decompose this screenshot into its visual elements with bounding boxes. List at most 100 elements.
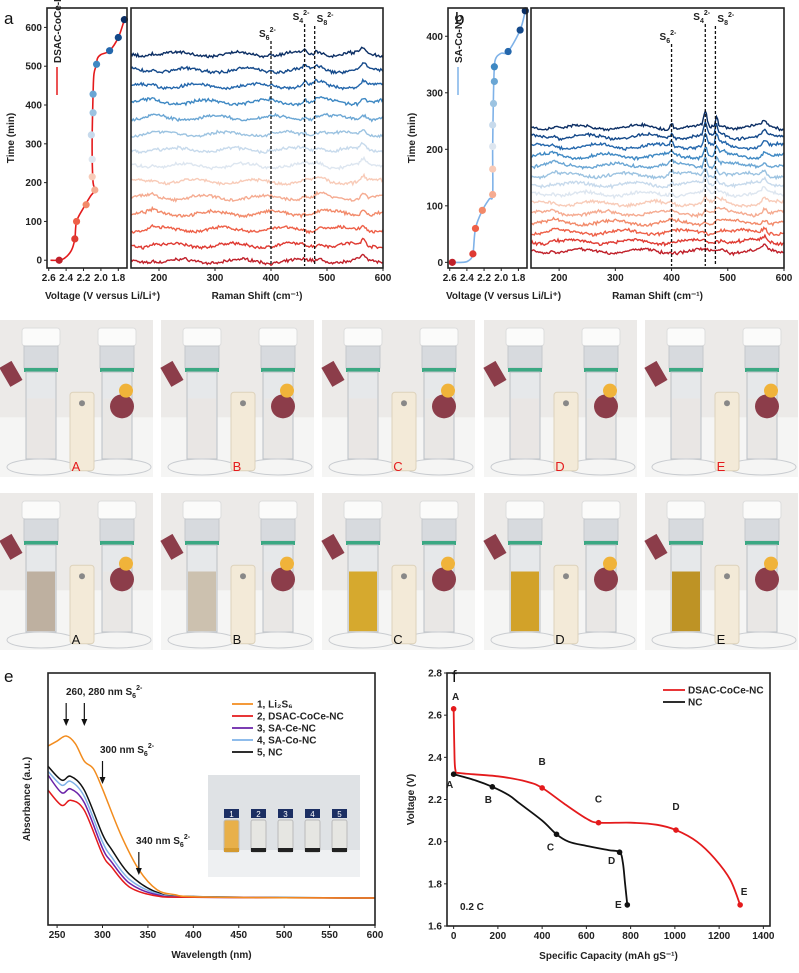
x-axis-label: Raman Shift (cm⁻¹) xyxy=(612,291,703,302)
photo-c-E: E xyxy=(644,320,798,477)
x-tick-label: 600 xyxy=(578,931,595,942)
x-tick-label: 500 xyxy=(319,273,336,284)
point-label: C xyxy=(595,795,602,806)
cell-seal xyxy=(24,368,58,372)
side-stopper xyxy=(160,360,184,387)
point-marker xyxy=(624,902,631,908)
plot-frame-f xyxy=(446,672,771,927)
cell-cap xyxy=(742,500,782,520)
cell-cap xyxy=(21,327,61,347)
annotation-sup: 2- xyxy=(136,685,143,692)
point-marker xyxy=(450,771,457,777)
holder-hole xyxy=(240,400,246,407)
raman-spectrum xyxy=(530,109,785,132)
point-label: A xyxy=(452,692,459,703)
cell-thread xyxy=(99,345,135,369)
data-point xyxy=(87,131,95,139)
panel-label-e: e xyxy=(4,667,13,686)
cell-cap xyxy=(742,327,782,347)
vial-number: 3 xyxy=(283,810,288,819)
x-tick-label: 400 xyxy=(663,273,680,284)
y-tick-label: 400 xyxy=(25,101,42,112)
raman-spectrum xyxy=(130,95,384,108)
side-stopper xyxy=(0,533,23,560)
data-point xyxy=(489,99,498,108)
data-point xyxy=(89,109,97,117)
x-tick-label: 2.2 xyxy=(477,273,491,284)
side-stopper xyxy=(483,533,507,560)
x-tick-label: 200 xyxy=(551,273,568,284)
peak-label: S82- xyxy=(717,12,734,27)
yellow-tip xyxy=(764,383,778,398)
y-tick-label: 2.6 xyxy=(428,711,442,722)
inset-bench xyxy=(208,850,360,877)
voltage-plot-frame xyxy=(447,7,528,269)
cell-seal xyxy=(261,368,295,372)
cell-thread xyxy=(583,518,619,542)
point-marker xyxy=(539,785,545,791)
cell-thread xyxy=(668,518,704,542)
data-point xyxy=(82,201,90,209)
panel-label-b: b xyxy=(455,9,464,28)
cell-seal xyxy=(745,541,779,545)
holder-hole xyxy=(724,573,730,580)
point-label: D xyxy=(672,802,679,813)
x-axis-label: Raman Shift (cm⁻¹) xyxy=(212,291,303,302)
cell-thread xyxy=(744,345,780,369)
raman-spectrum xyxy=(130,237,384,250)
cell-thread xyxy=(421,518,457,542)
cell-cap xyxy=(343,327,383,347)
x-tick-label: 200 xyxy=(490,931,507,942)
data-point xyxy=(92,60,101,68)
peak-label: S42- xyxy=(693,10,710,25)
peak-label-sup: 2- xyxy=(670,30,677,37)
x-tick-label: 2.0 xyxy=(94,273,108,284)
vial-number: 2 xyxy=(256,810,261,819)
cell-cap xyxy=(21,500,61,520)
y-axis-label: Time (min) xyxy=(407,113,418,163)
holder-hole xyxy=(240,573,246,580)
cell-seal xyxy=(346,541,380,545)
cell-seal xyxy=(100,368,134,372)
raman-spectrum xyxy=(130,253,384,267)
point-marker xyxy=(595,819,602,826)
data-point xyxy=(489,142,497,151)
x-tick-label: 1200 xyxy=(708,931,731,942)
peak-label-base: S xyxy=(317,14,324,25)
electrode-holder xyxy=(553,391,579,472)
yellow-tip xyxy=(441,383,455,398)
y-axis-label: Time (min) xyxy=(6,113,17,163)
side-stopper xyxy=(0,360,23,387)
vial xyxy=(277,819,294,853)
panel-label-a: a xyxy=(4,9,14,28)
side-stopper xyxy=(321,533,345,560)
annotation-sub: 6 xyxy=(180,842,184,849)
photo-label: A xyxy=(72,459,81,474)
data-point xyxy=(55,256,63,264)
raman-spectrum xyxy=(530,194,785,209)
peak-label-sub: 8 xyxy=(724,20,728,27)
raman-spectrum xyxy=(130,112,384,123)
data-point xyxy=(516,26,524,34)
point-label: B xyxy=(485,795,492,806)
vial xyxy=(250,819,267,853)
cell-cap xyxy=(182,327,222,347)
x-tick-label: 2.0 xyxy=(494,273,508,284)
cell-thread xyxy=(744,518,780,542)
legend-label: SA-Co-NC xyxy=(454,15,465,63)
peak-label-base: S xyxy=(259,29,266,40)
cell-seal xyxy=(745,368,779,372)
x-tick-label: 550 xyxy=(321,930,338,941)
raman-plot-frame xyxy=(530,7,785,269)
electrolyte xyxy=(511,398,539,459)
x-tick-label: 0 xyxy=(451,931,457,942)
x-tick-label: 1.8 xyxy=(511,273,525,284)
cell-seal xyxy=(669,368,703,372)
cell-seal xyxy=(185,541,219,545)
vial-number-tag xyxy=(332,809,347,818)
y-tick-label: 200 xyxy=(426,145,443,156)
data-point xyxy=(88,155,96,163)
y-tick-label: 1.6 xyxy=(428,922,442,933)
data-point xyxy=(478,206,486,214)
annotation-base: 300 nm S xyxy=(100,745,144,756)
